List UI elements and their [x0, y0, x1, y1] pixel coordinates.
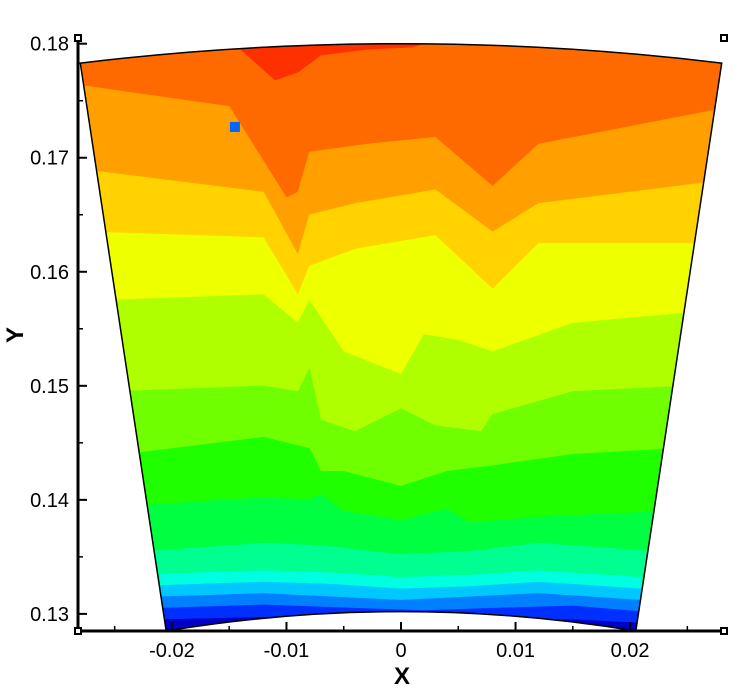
domain-outline [79, 42, 723, 632]
y-tick-label: 0.13 [30, 604, 69, 626]
x-tick-label: -0.02 [149, 640, 195, 662]
marker-1 [229, 121, 240, 132]
x-tick-label: 0.02 [611, 640, 650, 662]
y-tick-label: 0.18 [30, 34, 69, 56]
y-tick-label: 0.14 [30, 490, 69, 512]
contour-band-15 [240, 43, 448, 81]
y-tick-label: 0.16 [30, 262, 69, 284]
frame-corner-mark [720, 627, 728, 635]
y-axis-label: Y [2, 327, 29, 343]
x-axis-label: X [394, 663, 410, 690]
x-axis-ticks: -0.02 -0.01 0 0.01 0.02 [113, 622, 689, 662]
y-axis-ticks: 0.13 0.14 0.15 0.16 0.17 0.18 [30, 34, 87, 626]
contour-bands [80, 43, 722, 632]
x-tick-label: 0.01 [496, 640, 535, 662]
frame-corner-mark [74, 627, 82, 635]
x-tick-label: 0 [395, 640, 406, 662]
frame-corner-mark [720, 34, 728, 42]
markers [229, 121, 240, 132]
y-tick-label: 0.17 [30, 148, 69, 170]
y-tick-label: 0.15 [30, 376, 69, 398]
x-tick-label: -0.01 [264, 640, 310, 662]
frame-corner-mark [74, 34, 82, 42]
